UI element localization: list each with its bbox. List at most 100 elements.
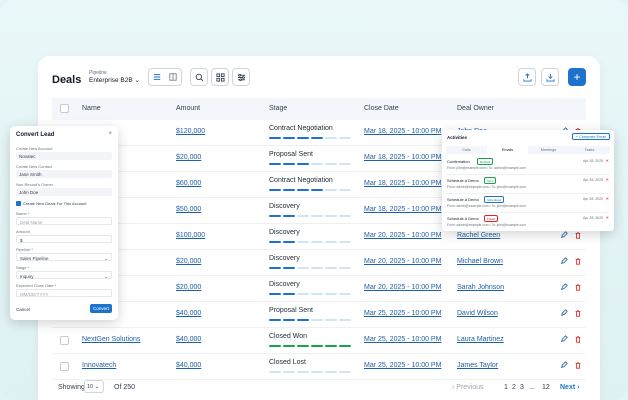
trash-icon[interactable]: [574, 283, 582, 293]
account-field[interactable]: Novatec: [16, 152, 112, 160]
table-row[interactable]: $20,000 Discovery Mar 20, 2025 - 10:00 PM M…: [52, 250, 586, 276]
deal-amount[interactable]: $40,000: [176, 362, 202, 369]
tab-meetings[interactable]: Meetings: [540, 148, 557, 152]
deal-amount[interactable]: $120,000: [176, 128, 206, 135]
stage-step: [297, 215, 309, 217]
page-1[interactable]: 1: [504, 384, 508, 391]
deal-amount[interactable]: $40,000: [176, 310, 202, 317]
amount-field[interactable]: $: [16, 235, 112, 243]
board-view-icon[interactable]: [165, 69, 181, 85]
tab-tasks[interactable]: Tasks: [584, 148, 595, 152]
trash-icon[interactable]: [574, 361, 582, 371]
deal-owner[interactable]: Michael Brown: [457, 258, 503, 265]
group-button[interactable]: [211, 68, 229, 86]
deal-close-date[interactable]: Mar 25, 2025 - 10:00 PM: [364, 362, 442, 369]
deal-amount[interactable]: $20,000: [176, 154, 202, 161]
deal-amount[interactable]: $100,000: [176, 232, 206, 239]
page-3[interactable]: 3: [520, 384, 524, 391]
stage-step: [283, 163, 295, 165]
deal-stage: Proposal Sent: [269, 307, 313, 314]
cancel-button[interactable]: Cancel: [16, 307, 31, 312]
deal-amount[interactable]: $20,000: [176, 258, 202, 265]
edit-icon[interactable]: [560, 283, 568, 293]
pipeline-field[interactable]: Sales Pipeline ⌄: [16, 253, 112, 261]
deal-close-date[interactable]: Mar 18, 2025 - 10:00 PM: [364, 154, 442, 161]
deal-name[interactable]: NextGen Solutions: [82, 336, 141, 343]
deal-close-date[interactable]: Mar 20, 2025 - 10:00 PM: [364, 258, 442, 265]
row-checkbox[interactable]: [60, 362, 69, 371]
list-view-icon[interactable]: [149, 69, 165, 85]
deal-stage: Discovery: [269, 281, 300, 288]
previous-button[interactable]: ‹ Previous: [452, 384, 484, 391]
compose-email-button[interactable]: + Compose Email: [571, 133, 610, 140]
view-toggle[interactable]: [148, 68, 182, 86]
activity-item[interactable]: Schedule A Demo Sent Apr 28, 2025 ✕ From: ad…: [446, 175, 610, 194]
page-12[interactable]: 12: [542, 384, 550, 391]
select-all-checkbox[interactable]: [60, 104, 69, 113]
pipeline-select[interactable]: Pipeline Enterprise B2B ⌄: [89, 70, 140, 84]
create-deal-checkbox[interactable]: [16, 201, 21, 206]
trash-icon[interactable]: ✕: [605, 196, 609, 201]
page-2[interactable]: 2: [512, 384, 516, 391]
deal-amount[interactable]: $50,000: [176, 206, 202, 213]
trash-icon[interactable]: [574, 335, 582, 345]
trash-icon[interactable]: ✕: [605, 215, 609, 220]
next-button[interactable]: Next ›: [560, 384, 580, 391]
export-button[interactable]: [541, 68, 559, 86]
stage-field[interactable]: Inquiry ⌄: [16, 271, 112, 279]
activity-item[interactable]: Schedule A Demo Failed Apr 28, 2025 ✕ From: …: [446, 213, 610, 231]
table-row[interactable]: Innovatech $40,000 Closed Lost Mar 25, 2025…: [52, 354, 586, 380]
edit-icon[interactable]: [560, 257, 568, 267]
deal-name-field[interactable]: Deal Name: [16, 217, 112, 225]
deal-amount[interactable]: $60,000: [176, 180, 202, 187]
trash-icon[interactable]: [574, 257, 582, 267]
trash-icon[interactable]: ✕: [605, 177, 609, 182]
import-button[interactable]: [518, 68, 536, 86]
contact-field[interactable]: Jane Smith: [16, 170, 112, 178]
edit-icon[interactable]: [560, 231, 568, 241]
convert-button[interactable]: Convert: [90, 304, 112, 313]
tab-emails[interactable]: Emails: [487, 146, 528, 154]
deal-close-date[interactable]: Mar 18, 2025 - 10:00 PM: [364, 180, 442, 187]
search-button[interactable]: [190, 68, 208, 86]
stage-step: [339, 215, 351, 217]
edit-icon[interactable]: [560, 361, 568, 371]
edit-icon[interactable]: [560, 309, 568, 319]
deal-owner[interactable]: Rachel Green: [457, 232, 501, 239]
deal-owner[interactable]: Sarah Johnson: [457, 284, 505, 291]
filter-button[interactable]: [232, 68, 250, 86]
tab-calls[interactable]: Calls: [462, 148, 471, 152]
stage-step: [339, 137, 351, 139]
activity-item[interactable]: Schedule A Demo Scheduled Apr 28, 2025 ✕ Fro…: [446, 194, 610, 213]
deal-name[interactable]: Innovatech: [82, 362, 117, 369]
close-date-field[interactable]: MM/DD/YYYY: [16, 289, 112, 297]
header-deal-owner: Deal Owner: [457, 105, 494, 112]
add-deal-button[interactable]: +: [568, 68, 586, 86]
trash-icon[interactable]: [574, 309, 582, 319]
deal-owner[interactable]: Laura Martinez: [457, 336, 504, 343]
table-row[interactable]: NextGen Solutions $40,000 Closed Won Mar 25…: [52, 328, 586, 354]
deal-owner[interactable]: James Taylor: [457, 362, 499, 369]
edit-icon[interactable]: [560, 335, 568, 345]
deal-close-date[interactable]: Mar 18, 2025 - 10:00 PM: [364, 206, 442, 213]
field-label: Pipeline *: [16, 247, 33, 252]
close-icon[interactable]: ×: [108, 131, 112, 137]
deal-amount[interactable]: $20,000: [176, 284, 202, 291]
table-row[interactable]: $40,000 Proposal Sent Mar 25, 2025 - 10:00…: [52, 302, 586, 328]
row-actions: [560, 231, 582, 241]
deal-close-date[interactable]: Mar 25, 2025 - 10:00 PM: [364, 310, 442, 317]
owner-field[interactable]: John Doe: [16, 188, 112, 196]
row-checkbox[interactable]: [60, 336, 69, 345]
activity-item[interactable]: Confirmation Replied Apr 28, 2025 ✕ From: jo…: [446, 156, 610, 175]
per-page-select[interactable]: 10 ⌄: [84, 380, 104, 393]
trash-icon[interactable]: [574, 231, 582, 241]
deal-close-date[interactable]: Mar 20, 2025 - 10:00 PM: [364, 232, 442, 239]
deal-close-date[interactable]: Mar 18, 2025 - 10:00 PM: [364, 128, 442, 135]
deal-owner[interactable]: David Wilson: [457, 310, 498, 317]
deal-close-date[interactable]: Mar 25, 2025 - 10:00 PM: [364, 336, 442, 343]
trash-icon[interactable]: ✕: [605, 158, 609, 163]
deal-close-date[interactable]: Mar 20, 2025 - 10:00 PM: [364, 284, 442, 291]
deal-amount[interactable]: $40,000: [176, 336, 202, 343]
stage-progress: [269, 137, 351, 139]
